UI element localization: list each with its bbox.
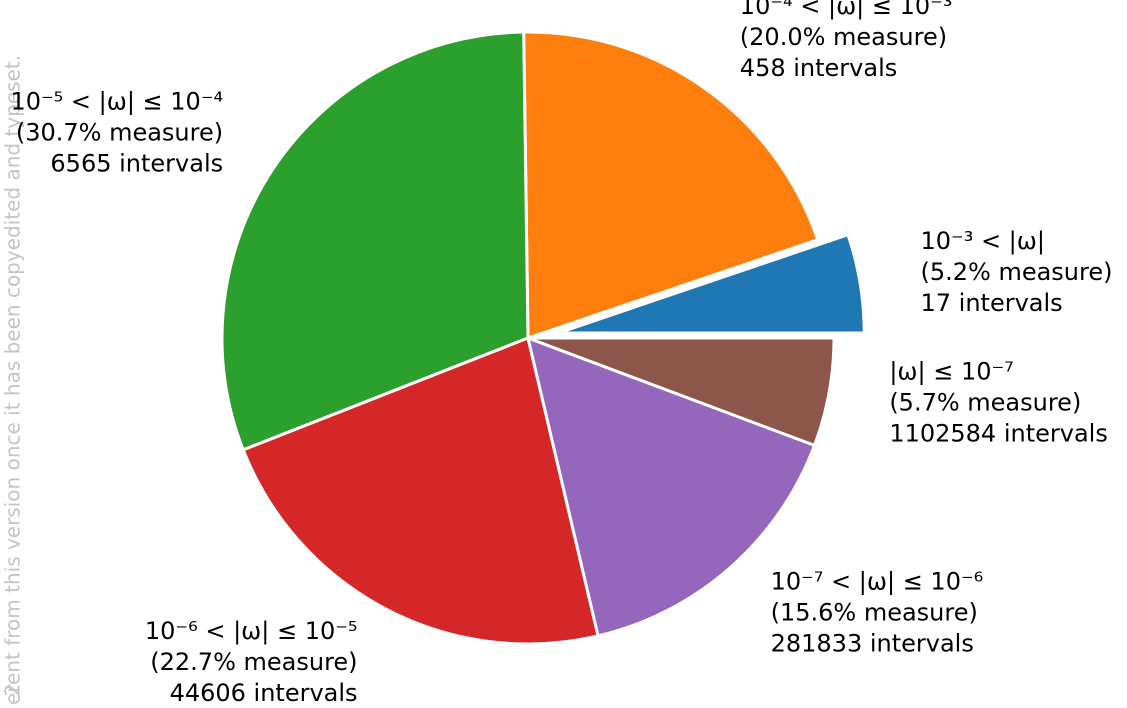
slice-percent: (30.7% measure) [16,118,223,146]
slice-label: 10⁻⁶ < |ω| ≤ 10⁻⁵ [145,617,358,645]
slice-count: 1102584 intervals [889,419,1108,447]
slice-percent: (20.0% measure) [740,23,947,51]
slice-count: 281833 intervals [771,630,974,658]
pie-slice [241,336,600,646]
slice-percent: (15.6% measure) [771,599,978,627]
slice-label: 10⁻⁵ < |ω| ≤ 10⁻⁴ [10,87,223,115]
slice-count: 458 intervals [740,54,897,82]
watermark: erent from this version once it has been… [1,55,25,705]
slice-label: |ω| ≤ 10⁻⁷ [889,357,1013,385]
slice-percent: (5.7% measure) [889,388,1081,416]
slice-count: 6565 intervals [50,149,223,177]
slice-count: 44606 intervals [170,679,358,707]
slice-label: 10⁻⁷ < |ω| ≤ 10⁻⁶ [771,568,984,596]
pie-slice [556,233,866,335]
pie-slice [522,30,820,340]
pie-slice [220,30,530,452]
slice-count: 17 intervals [920,289,1062,317]
slice-percent: (5.2% measure) [920,258,1112,286]
slice-label: 10⁻³ < |ω| [920,227,1044,255]
pie-slice [526,336,817,638]
pie-slice [526,336,836,447]
slice-percent: (22.7% measure) [150,648,357,676]
slice-label: 10⁻⁴ < |ω| ≤ 10⁻³ [740,0,953,20]
watermark-number: 2 [1,684,25,697]
